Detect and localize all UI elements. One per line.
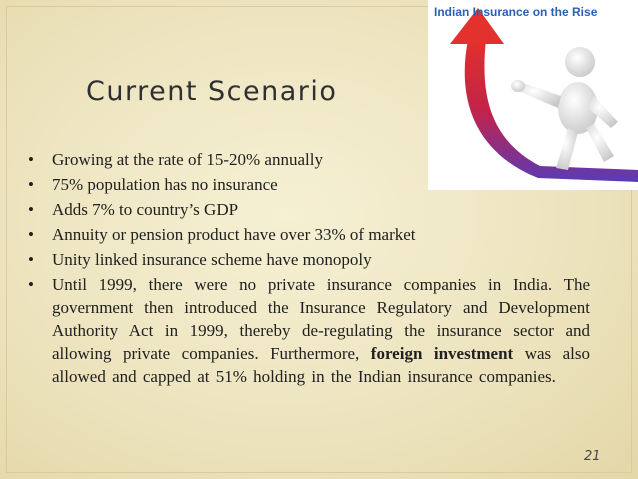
slide-frame [6, 6, 632, 473]
bullet-history: Until 1999, there were no private insura… [28, 273, 590, 388]
foreign-investment-highlight: foreign investment [370, 344, 514, 363]
page-number: 21 [584, 449, 601, 464]
bullet-uninsured-population: 75% population has no insurance [28, 173, 590, 196]
bullet-gdp-share: Adds 7% to country’s GDP [28, 198, 590, 221]
bullet-annuity-share: Annuity or pension product have over 33%… [28, 223, 590, 246]
history-text-part2: was also allowed and capped at 51% holdi… [52, 344, 590, 386]
history-text-part1: Until 1999, there were no private insura… [52, 275, 590, 363]
slide-title: Current Scenario [86, 76, 338, 107]
bullet-ulip-monopoly: Unity linked insurance scheme have monop… [28, 248, 590, 271]
bullet-growth-rate: Growing at the rate of 15-20% annually [28, 148, 590, 171]
image-caption: Indian Insurance on the Rise [434, 5, 598, 19]
bullet-list: Growing at the rate of 15-20% annually 7… [28, 148, 590, 390]
